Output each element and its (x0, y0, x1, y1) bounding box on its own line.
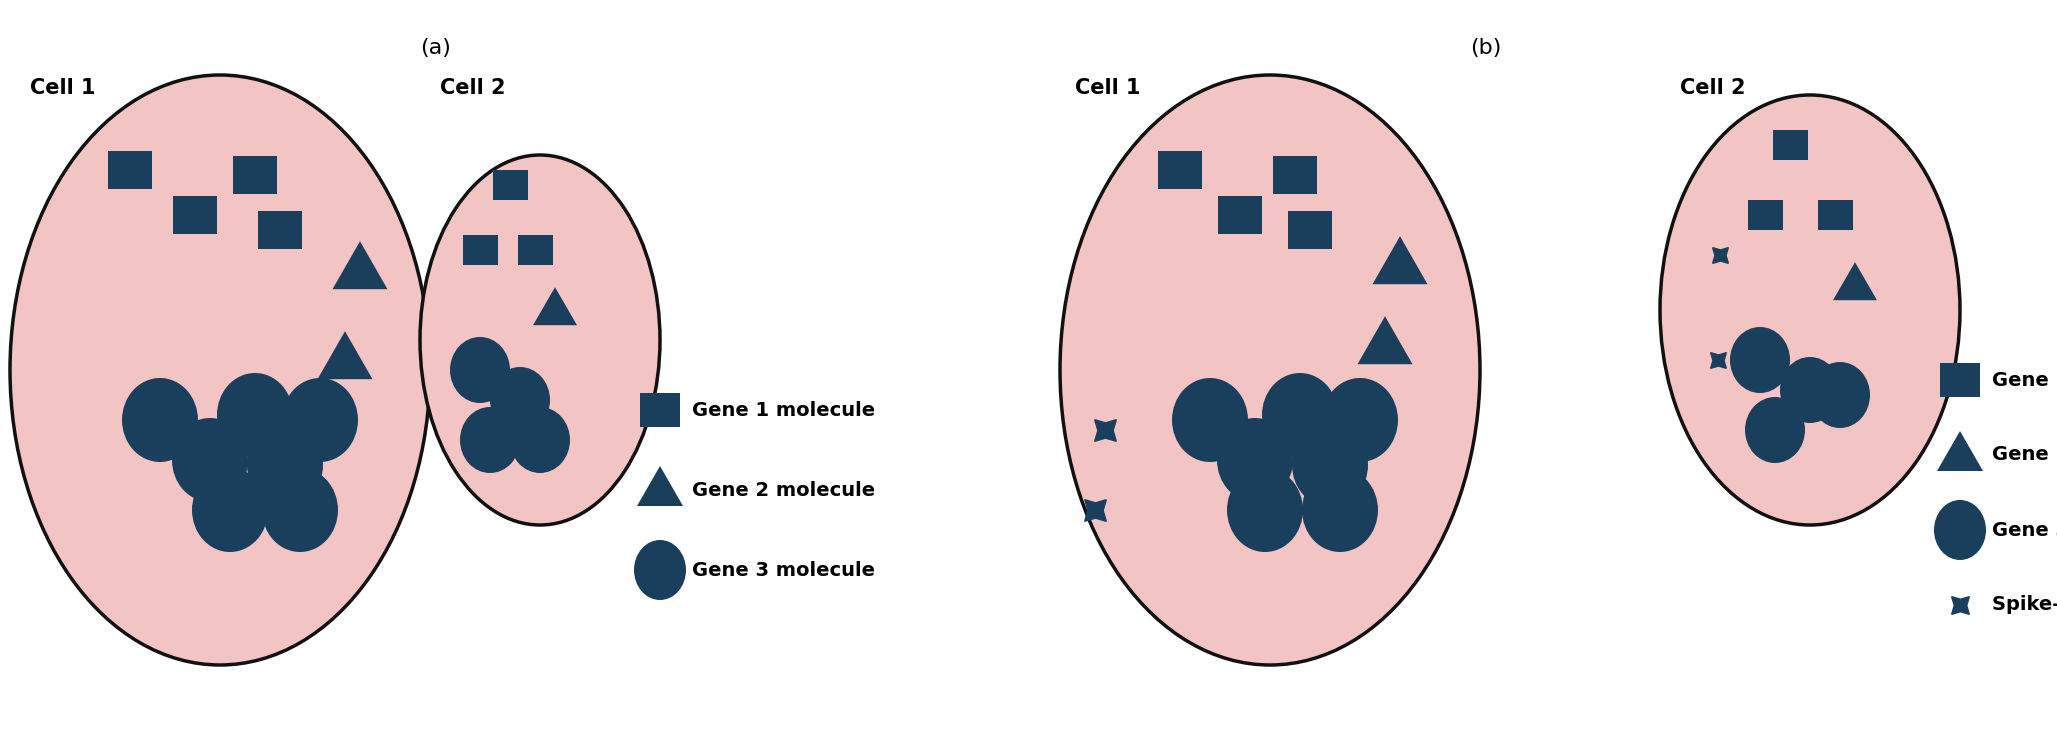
FancyBboxPatch shape (492, 170, 527, 200)
Text: Cell 2: Cell 2 (440, 78, 506, 98)
Ellipse shape (1323, 378, 1399, 462)
Ellipse shape (1660, 95, 1960, 525)
Ellipse shape (634, 540, 685, 600)
Ellipse shape (510, 407, 570, 473)
FancyBboxPatch shape (232, 156, 278, 194)
Ellipse shape (1226, 468, 1302, 552)
Ellipse shape (216, 373, 292, 457)
Ellipse shape (1730, 327, 1790, 393)
Ellipse shape (1810, 362, 1870, 428)
FancyBboxPatch shape (1940, 363, 1981, 397)
FancyBboxPatch shape (463, 235, 498, 265)
Polygon shape (533, 287, 578, 325)
Text: (a): (a) (420, 38, 450, 58)
FancyBboxPatch shape (1273, 156, 1316, 194)
FancyBboxPatch shape (1288, 211, 1333, 249)
Ellipse shape (173, 418, 249, 502)
Ellipse shape (1292, 423, 1368, 507)
Polygon shape (333, 241, 387, 289)
Ellipse shape (1059, 75, 1479, 665)
Text: Gene 3 molecule: Gene 3 molecule (691, 561, 874, 580)
Text: Gene 2 molecule: Gene 2 molecule (691, 480, 874, 499)
Polygon shape (1833, 262, 1876, 300)
Polygon shape (1358, 316, 1413, 364)
Ellipse shape (282, 378, 358, 462)
Text: Spike-in molecule: Spike-in molecule (1991, 596, 2057, 615)
Ellipse shape (490, 367, 549, 433)
Ellipse shape (1302, 468, 1378, 552)
Text: Gene 1 molecule: Gene 1 molecule (691, 401, 874, 420)
Ellipse shape (191, 468, 267, 552)
Ellipse shape (1172, 378, 1249, 462)
Ellipse shape (10, 75, 430, 665)
Ellipse shape (1744, 397, 1804, 463)
FancyBboxPatch shape (257, 211, 302, 249)
Ellipse shape (461, 407, 520, 473)
Ellipse shape (1934, 500, 1985, 560)
Ellipse shape (1263, 373, 1337, 457)
Ellipse shape (420, 155, 660, 525)
FancyBboxPatch shape (1748, 200, 1783, 230)
Ellipse shape (261, 468, 337, 552)
Ellipse shape (121, 378, 197, 462)
Polygon shape (1372, 237, 1428, 284)
FancyBboxPatch shape (1773, 130, 1808, 160)
Ellipse shape (1779, 357, 1841, 423)
Ellipse shape (450, 337, 510, 403)
FancyBboxPatch shape (1218, 196, 1263, 234)
Text: Cell 2: Cell 2 (1681, 78, 1746, 98)
Ellipse shape (247, 423, 323, 507)
Text: Gene 2 molecule: Gene 2 molecule (1991, 445, 2057, 464)
Text: Cell 1: Cell 1 (31, 78, 95, 98)
Polygon shape (638, 466, 683, 506)
FancyBboxPatch shape (173, 196, 216, 234)
FancyBboxPatch shape (1818, 200, 1853, 230)
FancyBboxPatch shape (518, 235, 553, 265)
Text: Gene 1 molecule: Gene 1 molecule (1991, 371, 2057, 390)
Polygon shape (1938, 431, 1983, 471)
FancyBboxPatch shape (640, 393, 681, 427)
Polygon shape (317, 331, 372, 379)
Text: Gene 3 molecule: Gene 3 molecule (1991, 520, 2057, 539)
FancyBboxPatch shape (109, 151, 152, 189)
Text: (b): (b) (1471, 38, 1502, 58)
FancyBboxPatch shape (1158, 151, 1201, 189)
Ellipse shape (1218, 418, 1294, 502)
Text: Cell 1: Cell 1 (1076, 78, 1140, 98)
